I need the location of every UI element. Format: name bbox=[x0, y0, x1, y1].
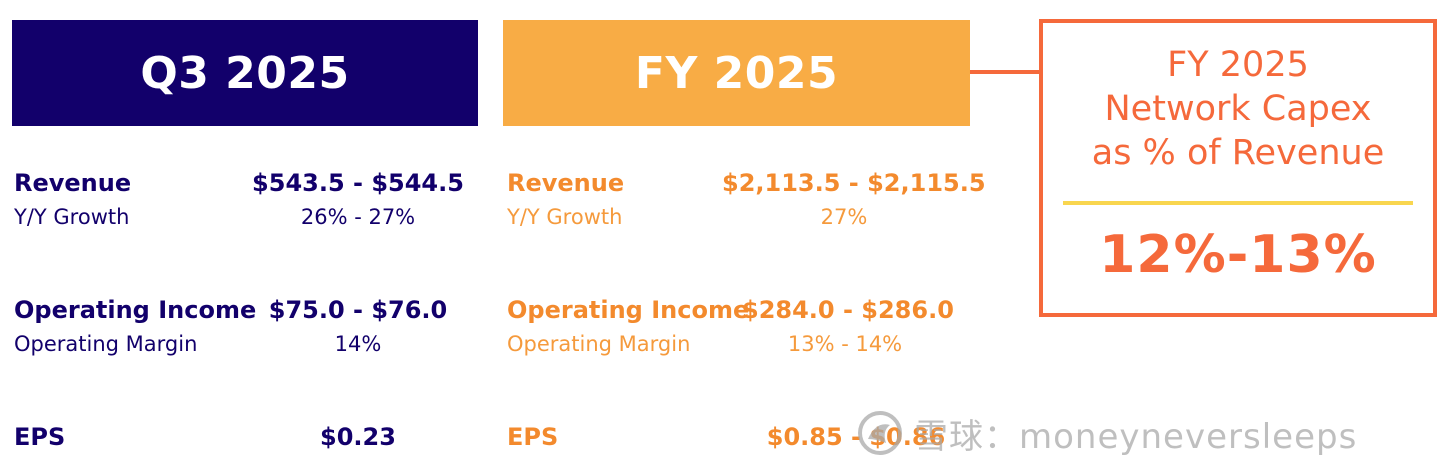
q3-eps-value: $0.23 bbox=[320, 423, 396, 451]
fy-2025-header: FY 2025 bbox=[503, 20, 970, 126]
fy-header-label: FY 2025 bbox=[634, 47, 839, 99]
fy-operating-income-value: $284.0 - $286.0 bbox=[742, 296, 954, 324]
fy-operating-margin-value: 13% - 14% bbox=[787, 332, 903, 356]
snowball-logo-icon bbox=[858, 411, 902, 455]
q3-2025-header: Q3 2025 bbox=[12, 20, 478, 126]
network-capex-callout: FY 2025 Network Capex as % of Revenue 12… bbox=[1039, 19, 1437, 317]
q3-operating-margin-label: Operating Margin bbox=[14, 332, 198, 356]
fy-revenue-value: $2,113.5 - $2,115.5 bbox=[722, 169, 986, 197]
q3-eps-label: EPS bbox=[14, 423, 66, 451]
fy-operating-margin-label: Operating Margin bbox=[507, 332, 691, 356]
fy-eps-value: $0.85 - $0.86 bbox=[766, 423, 946, 451]
callout-connector-line bbox=[970, 70, 1040, 74]
q3-revenue-label: Revenue bbox=[14, 169, 132, 197]
watermark-text: 雪球：moneyneversleeps bbox=[914, 416, 1358, 457]
watermark: 雪球：moneyneversleeps bbox=[856, 405, 1357, 461]
q3-revenue-value: $543.5 - $544.5 bbox=[252, 169, 464, 197]
q3-growth-value: 26% - 27% bbox=[300, 205, 416, 229]
fy-growth-value: 27% bbox=[820, 205, 868, 229]
q3-growth-label: Y/Y Growth bbox=[14, 205, 130, 229]
q3-header-label: Q3 2025 bbox=[140, 47, 350, 99]
fy-eps-label: EPS bbox=[507, 423, 559, 451]
fy-revenue-label: Revenue bbox=[507, 169, 625, 197]
capex-divider bbox=[1063, 201, 1413, 205]
fy-growth-label: Y/Y Growth bbox=[507, 205, 623, 229]
capex-title-line-2: Network Capex bbox=[1104, 89, 1372, 129]
q3-operating-income-label: Operating Income bbox=[14, 296, 257, 324]
capex-title-line-3: as % of Revenue bbox=[1091, 133, 1385, 173]
capex-percentage-value: 12%-13% bbox=[1099, 225, 1377, 285]
q3-operating-margin-value: 14% bbox=[334, 332, 382, 356]
q3-operating-income-value: $75.0 - $76.0 bbox=[268, 296, 448, 324]
capex-title: FY 2025 Network Capex as % of Revenue bbox=[1043, 43, 1433, 175]
fy-operating-income-label: Operating Income bbox=[507, 296, 750, 324]
capex-title-line-1: FY 2025 bbox=[1167, 45, 1309, 85]
